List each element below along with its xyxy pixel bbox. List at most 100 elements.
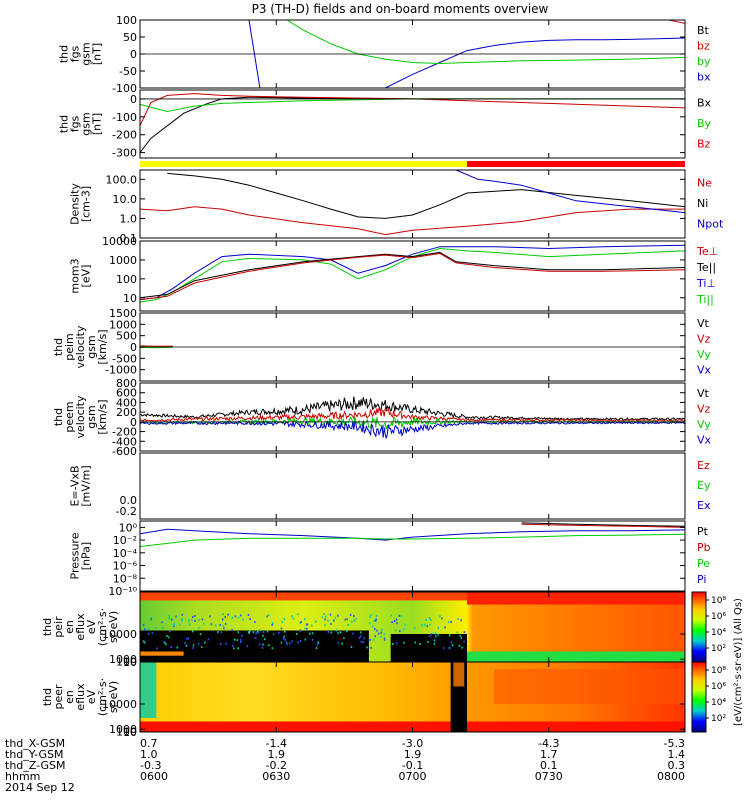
- y-label-line: gsm: [85, 335, 98, 358]
- y-tick-label: 10: [123, 292, 137, 305]
- y-label-line: [nT]: [91, 43, 104, 65]
- series-group-pressure: [140, 522, 685, 547]
- heatmap-speck: [394, 629, 397, 632]
- y-axis-label-peer: thdpeerenefluxeV(cm²·s·sr·eV): [41, 678, 120, 716]
- heatmap-speck: [329, 613, 332, 616]
- y-label-line: [km/s]: [96, 399, 109, 434]
- heatmap-peir: [140, 592, 685, 662]
- date-label: 2014 Sep 12: [5, 781, 75, 794]
- heatmap-speck: [283, 635, 285, 638]
- heatmap-speck: [185, 637, 188, 640]
- y-tick-label: 800: [116, 377, 137, 390]
- pressure-top-strip: 0.0-0.2: [116, 494, 137, 518]
- heatmap-speck: [224, 616, 227, 619]
- heatmap-speck: [220, 631, 223, 634]
- heatmap-speck: [360, 635, 362, 638]
- heatmap-speck: [184, 641, 186, 644]
- heatmap-speck: [360, 631, 362, 634]
- colorbar-label: [eV/(cm²·s·sr·eV)] (All Qs): [733, 598, 744, 726]
- heatmap-speck: [237, 647, 239, 650]
- heatmap-band-top: [467, 592, 685, 605]
- heatmap-speck: [306, 627, 308, 630]
- y-label-line: velocity: [74, 395, 87, 438]
- colorbar: 10⁸ 10⁶ 10⁴ 10² 10⁸ 10⁶ 10⁴ 10² [eV/(cm²·s·sr·e…: [691, 591, 744, 733]
- heatmap-speck: [334, 616, 337, 619]
- y-axis-label-efield: E=-VxB[mV/m]: [69, 465, 93, 506]
- x-value: 1.7: [540, 748, 558, 761]
- heatmap-speck: [311, 632, 314, 635]
- legend-Ey: Ey: [697, 479, 711, 492]
- heatmap-speck: [272, 633, 275, 636]
- heatmap-speck: [333, 619, 335, 622]
- y-label-line: eflux: [74, 683, 87, 711]
- x-value: -4.3: [538, 737, 559, 750]
- x-value: -3.0: [402, 737, 423, 750]
- series-Pe: [140, 533, 685, 547]
- mode-bar-0: [140, 161, 467, 167]
- heatmap-speck: [286, 643, 288, 646]
- y-label-line: thd: [41, 688, 54, 706]
- y-tick-label: 10⁻⁶: [113, 560, 138, 573]
- heatmap-speck: [172, 623, 175, 626]
- heatmap-speck: [155, 626, 157, 629]
- heatmap-speck: [187, 637, 190, 640]
- series-by: [286, 20, 685, 65]
- heatmap-speck: [451, 644, 454, 647]
- heatmap-speck: [209, 615, 211, 618]
- y-tick-label: 1000: [109, 318, 137, 331]
- heatmap-speck: [257, 631, 260, 634]
- y-tick-label: 100: [116, 14, 137, 27]
- heatmap-speck: [375, 618, 377, 621]
- panel-pressure: 10⁰10⁻²10⁻⁴10⁻⁶10⁻⁸10⁻¹⁰Pressure[nPa]PtP…: [69, 494, 711, 598]
- colorbar-tick-label: 10⁸: [711, 596, 726, 606]
- heatmap-speck: [425, 619, 427, 622]
- heatmap-speck: [327, 619, 329, 622]
- heatmap-speck: [435, 635, 437, 638]
- heatmap-speck: [185, 644, 188, 647]
- series-group-density: [140, 170, 685, 236]
- heatmap-speck: [423, 623, 426, 626]
- heatmap-speck: [199, 633, 202, 636]
- heatmap-speck: [366, 646, 368, 649]
- strip-label: -0.2: [116, 505, 137, 518]
- heatmap-speck: [303, 618, 306, 621]
- heatmap-speck: [192, 646, 194, 649]
- heatmap-speck: [217, 631, 219, 634]
- series-group-moms: [140, 244, 685, 303]
- heatmap-speck: [142, 624, 145, 627]
- heatmap-speck: [268, 644, 270, 647]
- legend-Npot: Npot: [697, 218, 724, 231]
- heatmap-band-mid: [494, 669, 685, 704]
- y-tick-label: -600: [112, 445, 137, 458]
- legend-Vz: Vz: [697, 402, 711, 415]
- series-group-fgs2: [140, 93, 685, 153]
- heatmap-speck: [237, 631, 240, 634]
- heatmap-speck: [461, 646, 463, 649]
- heatmap-speck: [395, 618, 398, 621]
- heatmap-speck: [284, 638, 287, 641]
- colorbar-tick-label: 10⁶: [711, 612, 726, 622]
- heatmap-speck: [441, 617, 443, 620]
- heatmap-speck: [239, 639, 242, 642]
- y-tick-label: 1.0: [120, 212, 138, 225]
- heatmap-speck: [214, 624, 217, 627]
- heatmap-speck: [168, 614, 171, 617]
- heatmap-speck: [285, 641, 288, 644]
- legend-Te⊥: Te⊥: [696, 245, 718, 258]
- heatmap-speck: [381, 628, 383, 631]
- heatmap-speck: [346, 630, 348, 633]
- legend-Vt: Vt: [697, 387, 710, 400]
- heatmap-speck: [371, 625, 374, 628]
- heatmap-speck: [421, 624, 423, 627]
- heatmap-speck: [192, 616, 194, 619]
- y-ticks-moms: 10000 1000 100 10: [102, 235, 685, 305]
- y-axis-label-density: Density[cm-3]: [69, 183, 93, 225]
- heatmap-speck: [369, 615, 371, 618]
- heatmap-speck: [374, 628, 376, 631]
- heatmap-speck: [237, 616, 240, 619]
- heatmap-speck: [403, 627, 405, 630]
- heatmap-speck: [234, 615, 237, 618]
- heatmap-speck: [170, 646, 173, 649]
